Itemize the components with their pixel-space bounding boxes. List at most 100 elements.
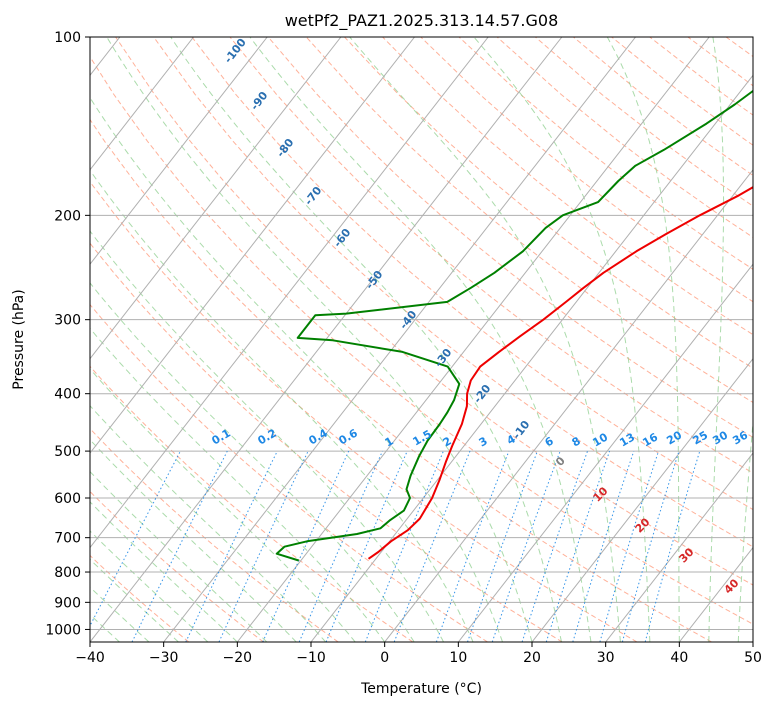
dry-adiabat-line bbox=[90, 118, 712, 642]
dry-adiabat-line bbox=[496, 37, 753, 238]
dry-adiabat-line bbox=[90, 55, 753, 625]
moist-adiabat-line bbox=[249, 37, 592, 642]
mixing-ratio-label: 16 bbox=[640, 430, 660, 449]
isotherm-line bbox=[90, 37, 489, 549]
moist-adiabat-line bbox=[349, 37, 621, 642]
mixing-ratio-label: 25 bbox=[690, 429, 710, 448]
moist-adiabat-line bbox=[90, 327, 386, 642]
moist-adiabat-label: 40 bbox=[722, 576, 742, 596]
chart-title: wetPf2_PAZ1.2025.313.14.57.G08 bbox=[285, 11, 559, 31]
x-tick-label: 10 bbox=[449, 650, 467, 666]
moist-adiabat-line bbox=[90, 470, 268, 642]
moist-adiabat-line bbox=[90, 169, 474, 642]
moist-adiabat-label: 0 bbox=[553, 454, 568, 469]
mixing-ratio-line bbox=[218, 450, 309, 642]
background-labels: 0.1 0.2 0.4 0.6 1 1.5 2 3 4 6 8 10 13 16 20 25 30 36-100-… bbox=[210, 36, 751, 597]
mixing-ratio-line bbox=[491, 450, 561, 642]
mixing-ratio-line bbox=[572, 450, 635, 642]
dry-adiabat-line bbox=[90, 554, 190, 642]
moist-adiabat-line bbox=[90, 439, 297, 642]
mixing-ratio-line bbox=[364, 450, 444, 642]
plot-frame bbox=[89, 36, 754, 643]
dry-adiabat-line bbox=[764, 37, 775, 642]
moist-adiabat-line bbox=[90, 282, 415, 642]
moist-adiabat-line bbox=[106, 37, 533, 642]
moist-adiabat-line bbox=[90, 96, 503, 642]
isotherm-line bbox=[605, 452, 753, 642]
y-tick-label: 100 bbox=[54, 30, 81, 46]
dry-adiabat-line bbox=[90, 181, 638, 642]
y-tick-label: 900 bbox=[54, 595, 81, 611]
y-tick-label: 200 bbox=[54, 208, 81, 224]
dry-adiabat-line bbox=[344, 37, 753, 369]
moist-adiabat-line bbox=[473, 37, 651, 642]
mixing-ratio-label: 20 bbox=[664, 428, 684, 447]
moist-adiabat-line bbox=[90, 586, 150, 642]
mixing-ratio-line bbox=[393, 450, 471, 642]
mixing-ratio-line bbox=[90, 450, 181, 628]
mixing-ratio-label: 3 bbox=[477, 434, 490, 449]
dewpoint-profile-line bbox=[275, 89, 753, 562]
mixing-ratio-line bbox=[644, 450, 701, 642]
y-tick-label: 300 bbox=[54, 313, 81, 329]
mixing-ratio-line bbox=[599, 450, 659, 642]
mixing-ratio-line bbox=[131, 450, 228, 642]
dry-adiabat-label: -30 bbox=[432, 346, 455, 370]
moist-adiabat-line bbox=[90, 230, 445, 642]
mixing-ratio-label: 0.6 bbox=[337, 426, 361, 447]
mixing-ratio-line bbox=[262, 450, 350, 642]
moist-adiabat-line bbox=[737, 417, 753, 642]
mixing-ratio-label: 0.2 bbox=[256, 426, 279, 447]
moist-adiabat-label: 10 bbox=[591, 484, 611, 504]
moist-adiabat-line bbox=[708, 37, 725, 642]
mixing-ratio-line bbox=[435, 450, 510, 642]
isotherm-line bbox=[384, 168, 753, 642]
mixing-ratio-line bbox=[621, 450, 680, 642]
moist-adiabat-line bbox=[90, 530, 209, 642]
mixing-ratio-label: 13 bbox=[617, 431, 637, 450]
x-tick-label: −40 bbox=[75, 650, 105, 666]
dry-adiabat-label: -70 bbox=[302, 184, 325, 208]
x-tick-label: 20 bbox=[523, 650, 541, 666]
mixing-ratio-line bbox=[325, 450, 408, 642]
isotherm-line bbox=[163, 37, 636, 642]
dry-adiabat-line bbox=[458, 37, 753, 270]
mixing-ratio-line bbox=[521, 450, 588, 642]
dry-adiabat-label: -100 bbox=[222, 36, 249, 66]
dry-adiabat-line bbox=[90, 490, 264, 642]
mixing-ratio-label: 0.1 bbox=[210, 426, 233, 447]
mixing-ratio-line bbox=[545, 450, 611, 642]
moist-adiabat-line bbox=[90, 368, 356, 642]
y-axis: 1000 900 800 700 600 500 400 300 200 100 bbox=[45, 30, 90, 638]
mixing-ratio-line bbox=[467, 450, 538, 642]
dry-adiabat-line bbox=[229, 37, 753, 474]
x-tick-label: −10 bbox=[296, 650, 326, 666]
x-tick-label: 30 bbox=[597, 650, 615, 666]
plot-background bbox=[90, 37, 775, 642]
isotherm-line bbox=[90, 37, 415, 454]
moist-adiabat-line bbox=[606, 37, 680, 642]
moist-adiabat-line bbox=[90, 405, 327, 642]
x-tick-label: 0 bbox=[380, 650, 389, 666]
isotherm-line bbox=[90, 37, 194, 171]
moist-adiabat-line bbox=[170, 37, 562, 642]
dry-adiabat-line bbox=[90, 242, 563, 642]
isotherm-line bbox=[457, 263, 753, 642]
x-axis-label: Temperature (°C) bbox=[360, 681, 482, 697]
dry-adiabat-label: -60 bbox=[331, 226, 354, 250]
dry-adiabat-label: -90 bbox=[248, 89, 271, 113]
temperature-profile-line bbox=[367, 186, 753, 560]
x-tick-label: 40 bbox=[670, 650, 688, 666]
dry-adiabat-label: -20 bbox=[471, 382, 494, 406]
mixing-ratio-label: 1.5 bbox=[411, 427, 434, 448]
x-tick-label: −30 bbox=[149, 650, 179, 666]
x-tick-label: −20 bbox=[223, 650, 253, 666]
isotherm-line bbox=[752, 641, 753, 642]
moist-adiabat-line bbox=[90, 501, 238, 642]
moist-adiabat-label: 30 bbox=[677, 545, 697, 565]
y-tick-label: 600 bbox=[54, 491, 81, 507]
dry-adiabat-line bbox=[534, 37, 753, 207]
mixing-ratio-label: 8 bbox=[570, 434, 583, 449]
y-tick-label: 1000 bbox=[45, 622, 81, 638]
